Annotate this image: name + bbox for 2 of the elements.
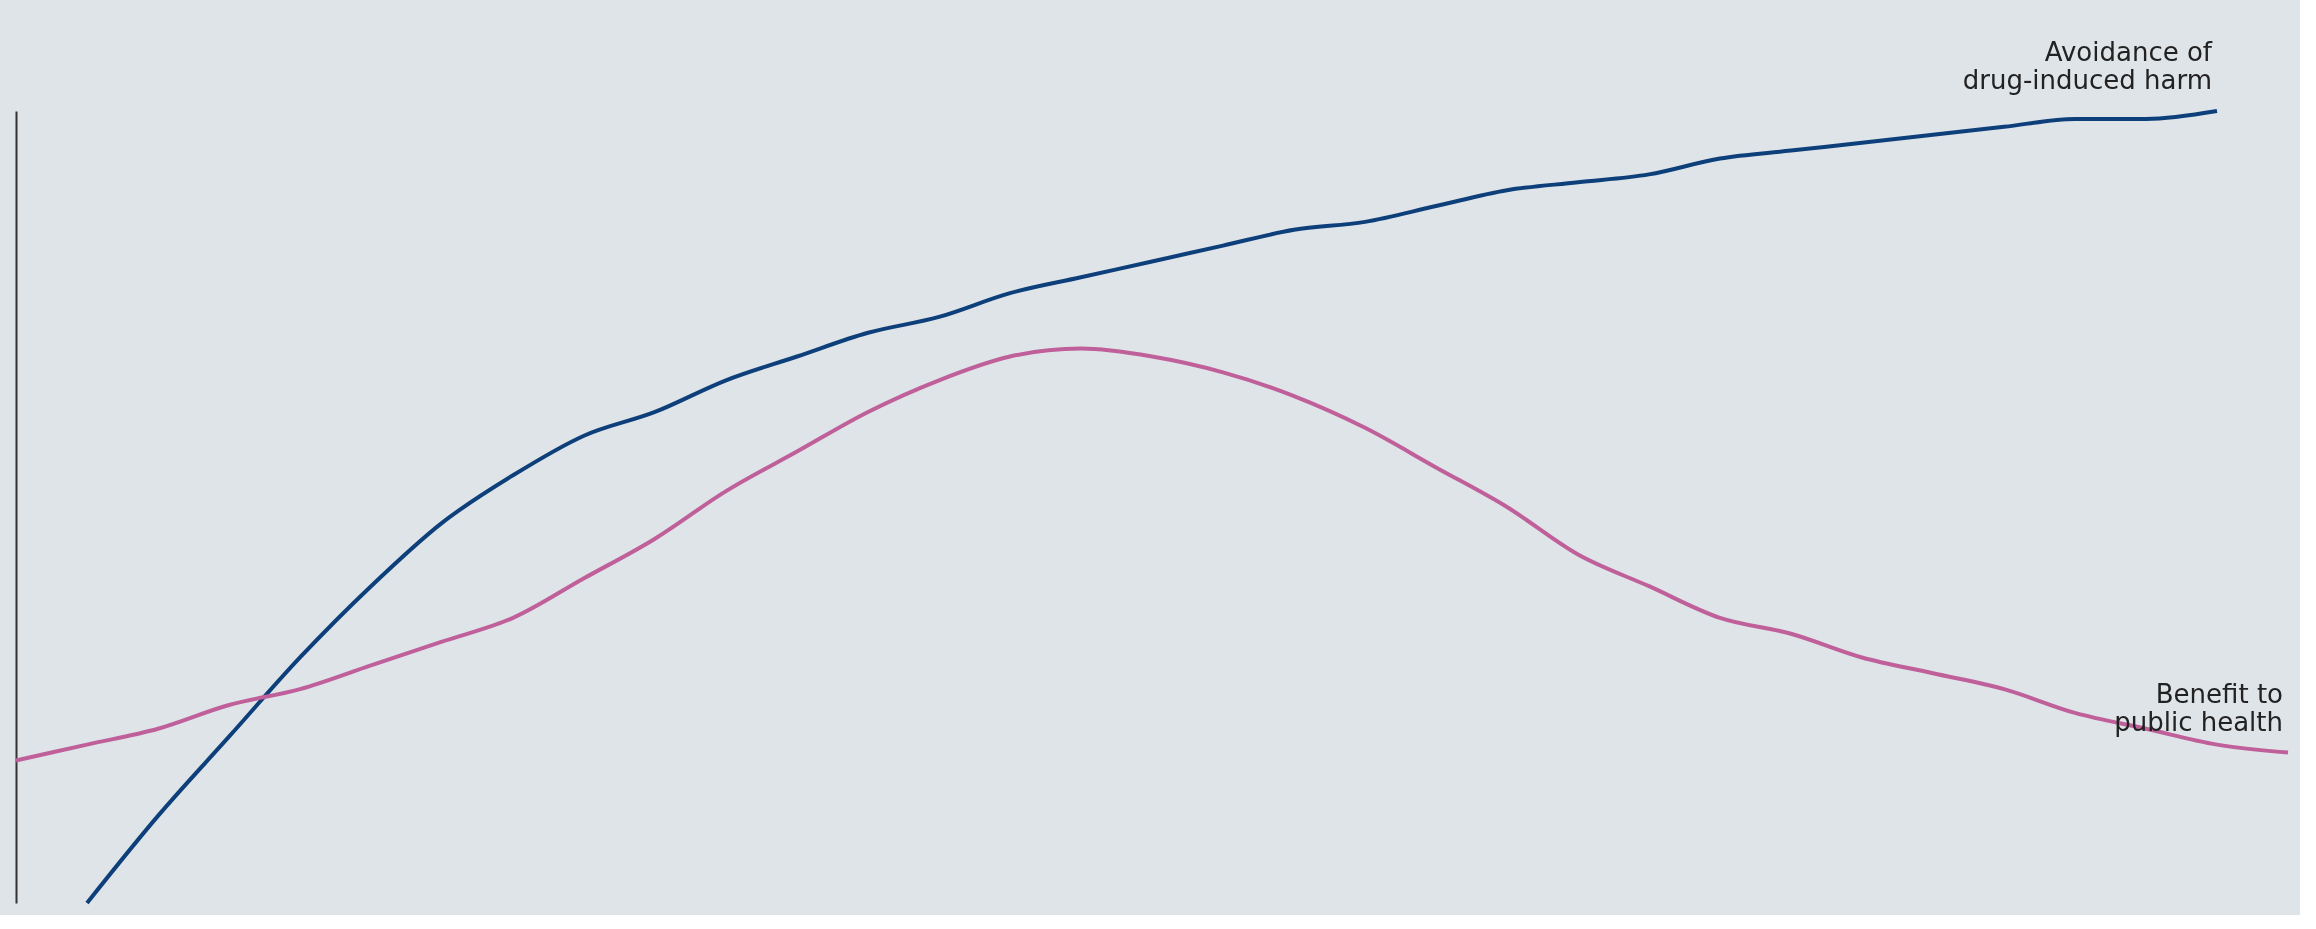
series-label: Benefit to public health xyxy=(2114,678,2283,737)
series-label: Avoidance of drug-induced harm xyxy=(1962,37,2213,95)
